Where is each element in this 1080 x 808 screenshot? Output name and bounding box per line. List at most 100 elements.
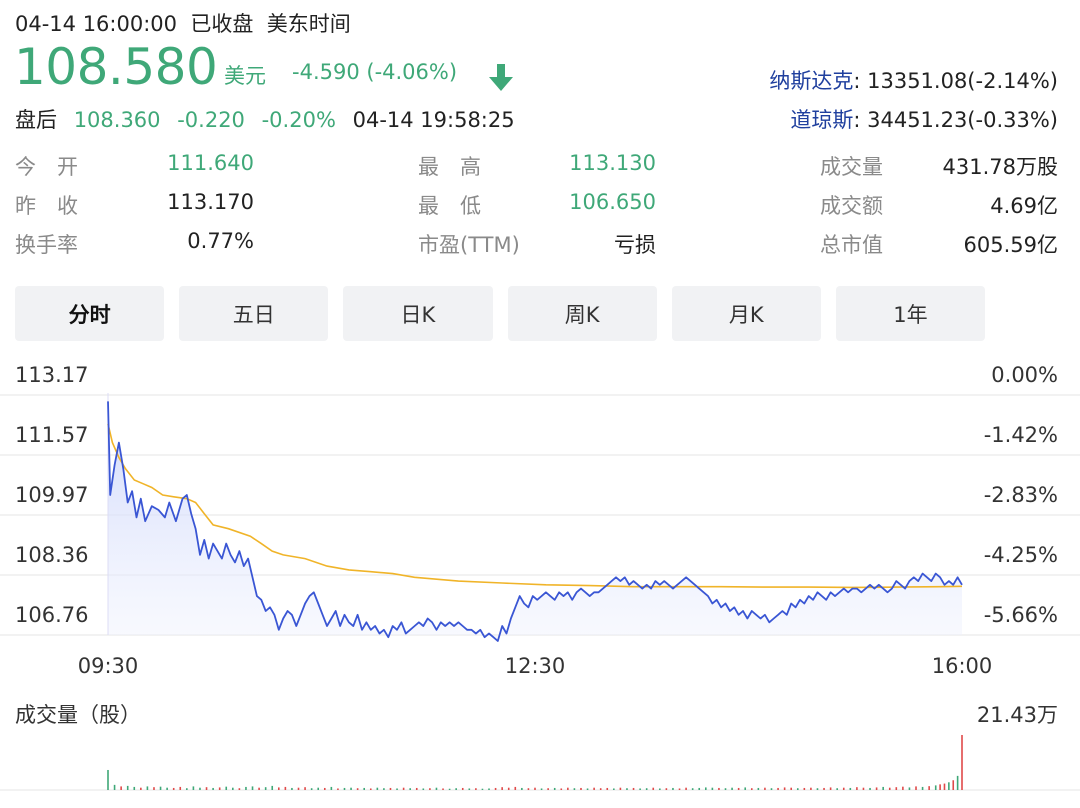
volume-bar bbox=[934, 785, 937, 790]
volume-bar bbox=[961, 735, 963, 790]
volume-bar bbox=[448, 788, 451, 790]
volume-bar bbox=[232, 787, 234, 790]
stat-label-market-cap: 总市值 bbox=[820, 233, 883, 257]
volume-bar bbox=[659, 788, 661, 790]
volume-bar bbox=[606, 787, 609, 790]
stat-value-low: 106.650 bbox=[569, 190, 656, 214]
volume-bar bbox=[652, 787, 655, 790]
volume-bar bbox=[369, 788, 372, 790]
volume-bar bbox=[278, 787, 280, 790]
volume-bar bbox=[869, 787, 871, 790]
volume-bar bbox=[921, 786, 924, 790]
index-dow[interactable]: 道琼斯: 34451.23(-0.33%) bbox=[790, 104, 1058, 134]
volume-bar bbox=[507, 787, 510, 790]
x-tick-label: 09:30 bbox=[78, 654, 139, 678]
volume-bar bbox=[212, 787, 214, 790]
volume-bar bbox=[238, 788, 241, 790]
index-nasdaq[interactable]: 纳斯达克: 13351.08(-2.14%) bbox=[769, 65, 1058, 95]
volume-bar bbox=[396, 788, 398, 790]
y-tick-label-left: 113.17 bbox=[15, 363, 88, 387]
tab-one-year[interactable]: 1年 bbox=[835, 286, 986, 341]
tab-monthly-k[interactable]: 月K bbox=[671, 286, 821, 341]
price-change: -4.590 (-4.06%) bbox=[292, 60, 458, 84]
volume-bar bbox=[107, 769, 109, 790]
volume-bar bbox=[928, 786, 930, 790]
volume-bar bbox=[672, 787, 674, 790]
intraday-price-chart[interactable]: 113.17 0.00% 111.57 -1.42% 109.97 -2.83% 108.3… bbox=[0, 345, 1080, 685]
volume-bar bbox=[205, 787, 208, 790]
volume-bar bbox=[153, 787, 155, 790]
volume-bar bbox=[271, 785, 274, 790]
volume-bar bbox=[317, 787, 320, 790]
after-hours-change: -0.220 bbox=[177, 108, 245, 132]
volume-bar bbox=[547, 788, 549, 790]
y-tick-label-right: -4.25% bbox=[984, 543, 1058, 567]
index-value: : 13351.08(-2.14%) bbox=[853, 69, 1058, 93]
volume-bar bbox=[422, 788, 425, 790]
volume-bar bbox=[159, 786, 162, 790]
volume-bar bbox=[475, 788, 477, 790]
stat-value-turnover: 4.69亿 bbox=[990, 194, 1058, 218]
y-tick-label-right: -2.83% bbox=[984, 483, 1058, 507]
volume-bar bbox=[586, 788, 589, 790]
volume-bar bbox=[376, 787, 379, 790]
volume-bar bbox=[849, 787, 852, 790]
tab-weekly-k[interactable]: 周K bbox=[507, 286, 657, 341]
volume-bar bbox=[829, 787, 832, 790]
volume-bar bbox=[409, 788, 411, 790]
volume-bar bbox=[803, 787, 806, 790]
volume-bar bbox=[540, 788, 543, 790]
volume-bar bbox=[343, 787, 346, 790]
volume-bar bbox=[908, 787, 911, 790]
volume-bar bbox=[179, 786, 182, 790]
stat-label-open: 今 开 bbox=[15, 155, 78, 179]
x-tick-label: 16:00 bbox=[932, 654, 993, 678]
volume-bar bbox=[619, 787, 622, 790]
average-price-line bbox=[107, 423, 963, 589]
volume-bar bbox=[284, 786, 287, 790]
y-tick-label-left: 111.57 bbox=[15, 423, 88, 447]
volume-bar bbox=[796, 788, 799, 790]
stat-value-volume: 431.78万股 bbox=[942, 155, 1058, 179]
volume-bar bbox=[310, 788, 313, 790]
volume-bar bbox=[705, 787, 707, 790]
volume-bar bbox=[291, 787, 293, 790]
volume-bar bbox=[731, 787, 733, 790]
tab-intraday[interactable]: 分时 bbox=[15, 286, 165, 341]
volume-bar bbox=[882, 786, 884, 790]
volume-bar bbox=[363, 787, 365, 790]
after-hours-pct: -0.20% bbox=[261, 108, 336, 132]
volume-bar bbox=[567, 787, 569, 790]
tab-five-day[interactable]: 五日 bbox=[179, 286, 329, 341]
volume-bar bbox=[698, 787, 701, 790]
y-tick-label-right: -5.66% bbox=[984, 603, 1058, 627]
status-text: 已收盘 bbox=[190, 12, 254, 36]
volume-bar bbox=[192, 786, 195, 790]
volume-bar bbox=[350, 787, 352, 790]
price-line bbox=[107, 401, 963, 642]
volume-bar bbox=[501, 787, 503, 790]
volume-bar bbox=[678, 788, 681, 790]
after-hours-label: 盘后 bbox=[15, 108, 57, 132]
volume-bar bbox=[468, 788, 471, 790]
volume-bar bbox=[172, 787, 175, 790]
status-time: 04-14 16:00:00 bbox=[15, 12, 178, 36]
volume-chart bbox=[0, 735, 1080, 791]
volume-bar bbox=[330, 786, 333, 790]
volume-bar bbox=[337, 788, 339, 790]
volume-bar bbox=[199, 787, 201, 790]
volume-bar bbox=[943, 783, 946, 790]
volume-bar bbox=[534, 787, 536, 790]
volume-bar bbox=[888, 787, 891, 790]
tab-daily-k[interactable]: 日K bbox=[343, 286, 493, 341]
volume-bar bbox=[862, 787, 865, 790]
volume-bar bbox=[744, 787, 747, 790]
volume-bar bbox=[645, 788, 648, 790]
volume-bar bbox=[481, 788, 484, 790]
volume-bar bbox=[251, 786, 254, 790]
index-value: : 34451.23(-0.33%) bbox=[853, 108, 1058, 132]
volume-bar bbox=[613, 788, 615, 790]
index-name: 纳斯达克 bbox=[769, 69, 854, 93]
volume-bar bbox=[488, 788, 490, 790]
volume-bar bbox=[527, 788, 530, 790]
